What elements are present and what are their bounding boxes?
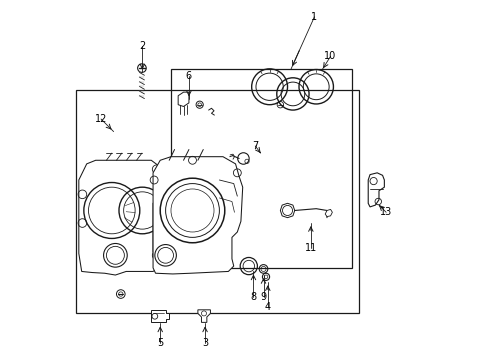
Text: 3: 3 [202, 338, 208, 348]
Text: 10: 10 [324, 51, 336, 61]
Polygon shape [325, 210, 332, 217]
Text: 1: 1 [311, 12, 317, 22]
Bar [76, 90, 359, 313]
Text: 13: 13 [379, 207, 391, 217]
Polygon shape [153, 157, 242, 274]
Text: 4: 4 [264, 302, 270, 312]
Text: 8: 8 [250, 292, 256, 302]
Polygon shape [280, 203, 294, 218]
Text: 6: 6 [185, 71, 192, 81]
Text: 12: 12 [95, 114, 107, 124]
Bar [171, 69, 351, 268]
Circle shape [160, 178, 224, 243]
Text: 7: 7 [252, 141, 258, 151]
Text: 11: 11 [304, 243, 316, 253]
Polygon shape [198, 310, 210, 322]
Text: 5: 5 [157, 338, 163, 348]
Polygon shape [151, 310, 169, 322]
Text: 9: 9 [260, 292, 266, 302]
Text: 2: 2 [139, 41, 145, 50]
Polygon shape [367, 173, 384, 207]
